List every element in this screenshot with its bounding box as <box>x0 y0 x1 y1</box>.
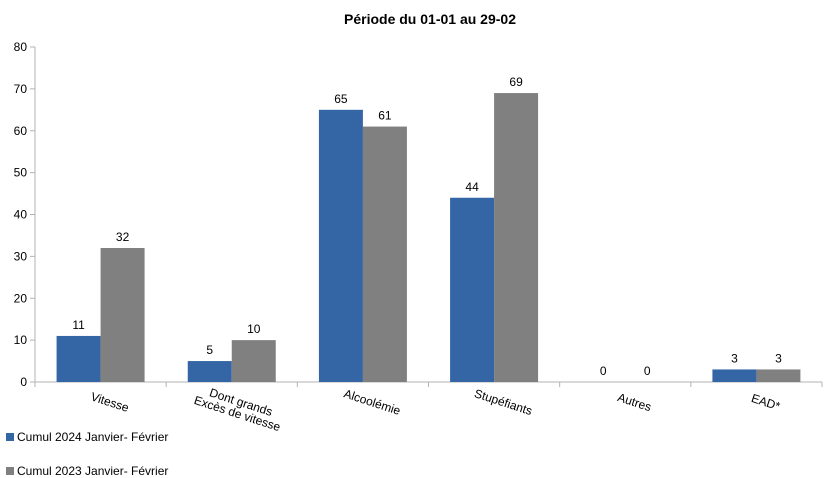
y-tick-label: 60 <box>14 124 28 138</box>
y-tick-label: 20 <box>14 291 28 305</box>
data-label: 44 <box>465 180 479 194</box>
x-tick-label: Vitesse <box>89 389 131 415</box>
bar <box>56 335 101 382</box>
legend-swatch-2024 <box>6 433 14 441</box>
bar <box>100 248 145 382</box>
x-tick-label: Dont grandsExcès de vitesse <box>192 382 286 435</box>
x-tick-label-line: Stupéfiants <box>473 386 534 418</box>
x-tick-label: Autres <box>616 390 653 414</box>
y-tick-label: 80 <box>14 40 28 54</box>
bar <box>231 340 276 382</box>
x-tick-label: Stupéfiants <box>473 386 534 418</box>
bar <box>318 109 363 382</box>
data-label: 3 <box>731 351 738 365</box>
legend-swatch-2023 <box>6 467 14 475</box>
data-label: 0 <box>600 364 607 378</box>
legend-label-2023: Cumul 2023 Janvier- Février <box>17 464 169 478</box>
legend-item-2024: Cumul 2024 Janvier- Février <box>6 430 168 444</box>
x-tick-label: Alcoolémie <box>342 386 402 418</box>
y-tick-label: 10 <box>14 333 28 347</box>
data-label: 10 <box>247 322 261 336</box>
y-tick-label: 0 <box>20 375 27 389</box>
data-label: 69 <box>509 75 523 89</box>
x-tick-label-line: Autres <box>616 390 653 414</box>
x-tick-label-line: Vitesse <box>89 389 131 415</box>
legend-label-2024: Cumul 2024 Janvier- Février <box>17 430 169 444</box>
legend-item-2023: Cumul 2023 Janvier- Février <box>6 464 168 478</box>
data-label: 11 <box>72 318 85 332</box>
bar <box>187 361 232 382</box>
bar <box>494 93 539 382</box>
bar <box>450 197 495 382</box>
bar <box>362 126 407 382</box>
data-label: 5 <box>206 343 213 357</box>
x-tick-label-line: EAD* <box>750 391 783 413</box>
data-label: 32 <box>116 230 130 244</box>
bar <box>712 369 757 382</box>
chart-title: Période du 01-01 au 29-02 <box>344 11 516 27</box>
y-tick-label: 70 <box>14 82 28 96</box>
data-label: 3 <box>775 351 782 365</box>
data-label: 0 <box>644 364 651 378</box>
bar <box>756 369 801 382</box>
x-tick-label-line: Alcoolémie <box>342 386 402 418</box>
bars <box>56 93 801 382</box>
data-label: 65 <box>334 92 348 106</box>
y-tick-label: 40 <box>14 208 28 222</box>
data-label: 61 <box>378 109 392 123</box>
y-tick-label: 50 <box>14 166 28 180</box>
data-labels: 11 32 5 10 65 61 44 69 0 0 3 3 <box>72 75 782 378</box>
y-tick-label: 30 <box>14 249 28 263</box>
x-tick-label: EAD* <box>750 391 783 413</box>
